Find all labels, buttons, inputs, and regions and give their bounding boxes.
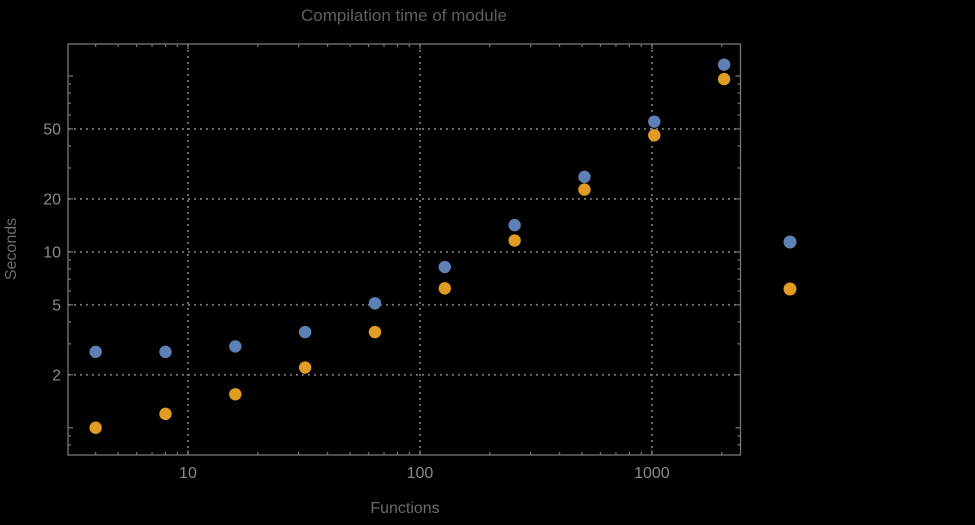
y-axis-label: Seconds [3,217,20,281]
legend-marker-orange [783,282,797,296]
data-point-series-orange [438,282,451,295]
y-tick-label-50: 50 [43,121,61,138]
y-tick-label-10: 10 [43,244,61,261]
data-point-series-blue [508,218,521,232]
data-point-series-orange [717,72,731,86]
data-point-series-blue [298,325,312,339]
y-tick-label-5: 5 [52,297,61,314]
x-tick-label-10: 10 [179,465,197,482]
y-tick-label-20: 20 [43,191,61,208]
y-tick-label-2: 2 [52,367,61,384]
data-point-series-orange [648,129,661,142]
data-point-series-orange [159,407,172,421]
data-point-series-orange [229,388,242,401]
data-point-series-blue [368,297,382,310]
legend-marker-blue [783,235,797,249]
data-point-series-blue [578,170,591,184]
data-point-series-orange [508,234,521,247]
chart-title: Compilation time of module [301,6,507,25]
x-axis-label: Functions [370,500,440,517]
plot-frame [67,43,742,456]
data-point-series-blue [717,58,731,71]
x-tick-label-100: 100 [407,465,434,482]
data-point-series-blue [229,340,242,353]
x-tick-label-1000: 1000 [634,465,670,482]
data-point-series-blue [159,345,172,359]
data-point-series-orange [368,325,382,339]
data-point-series-blue [438,260,451,274]
data-point-series-orange [298,361,312,374]
data-point-series-blue [89,345,102,359]
data-point-series-orange [578,183,591,196]
data-point-series-blue [648,115,661,128]
data-point-series-orange [89,421,102,434]
